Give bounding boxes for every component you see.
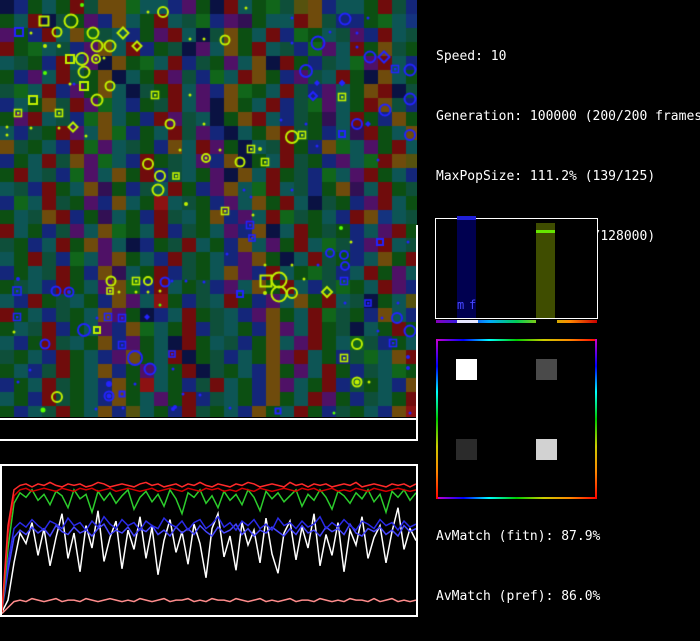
matrix-cell-1-0 xyxy=(456,439,477,460)
color-axis-strip xyxy=(436,320,597,323)
AvPref-line xyxy=(2,524,416,610)
matrix-border-left xyxy=(436,339,438,499)
stat-maxpopsize: MaxPopSize: 111.2% (139/125) xyxy=(436,167,700,187)
resource-marker-line xyxy=(536,230,555,233)
Population-line xyxy=(2,508,416,612)
stat-generation: Generation: 100000 (200/200 frames) xyxy=(436,107,700,127)
frame-progress-bar xyxy=(0,418,416,441)
resource-bar xyxy=(536,223,555,318)
matrix-border-top xyxy=(436,339,597,341)
axis-patch-0 xyxy=(457,320,478,323)
stat-speed: Speed: 10 xyxy=(436,47,700,67)
world-grid[interactable] xyxy=(0,0,417,417)
matrix-cell-0-0 xyxy=(456,359,477,380)
panel-divider xyxy=(416,225,418,441)
female-label: f xyxy=(469,298,481,312)
simulation-window: Speed: 10 Generation: 100000 (200/200 fr… xyxy=(0,0,700,641)
population-bar-cap xyxy=(457,216,476,220)
match-matrix-panel xyxy=(436,339,597,499)
axis-patch-1 xyxy=(536,320,557,323)
population-bar-chart-panel: mf xyxy=(435,214,600,329)
matrix-cell-1-1 xyxy=(536,439,557,460)
matrix-cell-0-1 xyxy=(536,359,557,380)
SysSize-line xyxy=(2,599,416,614)
matrix-border-right xyxy=(595,339,597,499)
stat-avmatch-fitn: AvMatch (fitn): 87.9% xyxy=(436,527,700,547)
matrix-border-bottom xyxy=(436,497,597,499)
stat-avmatch-pref: AvMatch (pref): 86.0% xyxy=(436,587,700,607)
male-label: m xyxy=(457,298,469,312)
history-chart xyxy=(2,466,416,615)
sex-labels: mf xyxy=(457,298,497,312)
history-chart-panel xyxy=(0,464,418,617)
